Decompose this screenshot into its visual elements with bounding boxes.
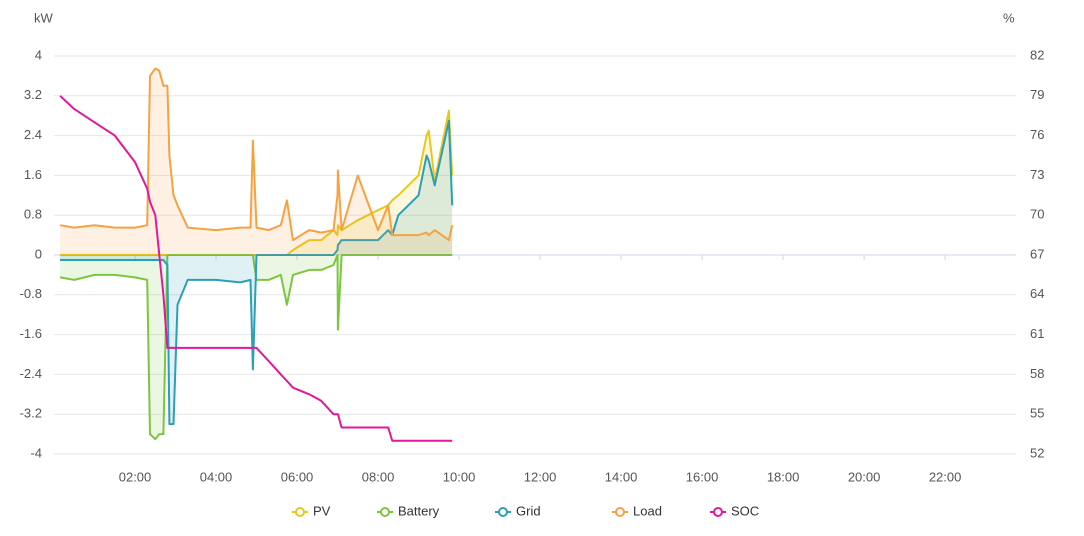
y-tick-label: -3.2 <box>20 406 42 421</box>
x-tick-label: 18:00 <box>767 469 800 484</box>
x-tick-label: 06:00 <box>281 469 314 484</box>
y2-tick-label: 73 <box>1030 167 1044 182</box>
x-tick-label: 04:00 <box>200 469 233 484</box>
x-tick-label: 02:00 <box>119 469 152 484</box>
area <box>60 255 453 440</box>
legend-label: PV <box>313 503 331 518</box>
legend-label: SOC <box>731 503 759 518</box>
line <box>60 119 454 426</box>
y-axis-label: kW <box>34 10 54 25</box>
y2-tick-label: 79 <box>1030 87 1044 102</box>
y-tick-label: -0.8 <box>20 286 42 301</box>
legend-marker <box>295 507 305 517</box>
y2-tick-label: 52 <box>1030 445 1044 460</box>
y2-axis-label: % <box>1003 10 1015 25</box>
y2-tick-label: 76 <box>1030 127 1044 142</box>
area <box>60 110 453 255</box>
line <box>59 95 453 442</box>
y-tick-label: 0.8 <box>24 207 42 222</box>
x-tick-label: 20:00 <box>848 469 881 484</box>
area <box>60 68 453 256</box>
legend-marker <box>498 507 508 517</box>
y2-tick-label: 64 <box>1030 286 1044 301</box>
legend-marker <box>615 507 625 517</box>
legend-marker <box>380 507 390 517</box>
y-tick-label: -1.6 <box>20 326 42 341</box>
y-tick-label: 4 <box>35 47 42 62</box>
legend-marker <box>713 507 723 517</box>
x-tick-label: 08:00 <box>362 469 395 484</box>
legend-label: Grid <box>516 503 541 518</box>
y2-tick-label: 55 <box>1030 406 1044 421</box>
y2-tick-label: 67 <box>1030 246 1044 261</box>
y2-tick-label: 61 <box>1030 326 1044 341</box>
y-tick-label: 0 <box>35 246 42 261</box>
x-tick-label: 16:00 <box>686 469 719 484</box>
x-tick-label: 14:00 <box>605 469 638 484</box>
y-tick-label: 3.2 <box>24 87 42 102</box>
x-tick-label: 12:00 <box>524 469 557 484</box>
y-tick-label: -4 <box>30 445 42 460</box>
legend-label: Load <box>633 503 662 518</box>
y2-tick-label: 58 <box>1030 366 1044 381</box>
y-tick-label: 1.6 <box>24 167 42 182</box>
legend-label: Battery <box>398 503 440 518</box>
x-tick-label: 22:00 <box>929 469 962 484</box>
y-tick-label: -2.4 <box>20 366 42 381</box>
y2-tick-label: 70 <box>1030 207 1044 222</box>
y-tick-label: 2.4 <box>24 127 42 142</box>
line <box>59 254 453 441</box>
y2-tick-label: 82 <box>1030 47 1044 62</box>
line <box>59 67 454 242</box>
x-tick-label: 10:00 <box>443 469 476 484</box>
